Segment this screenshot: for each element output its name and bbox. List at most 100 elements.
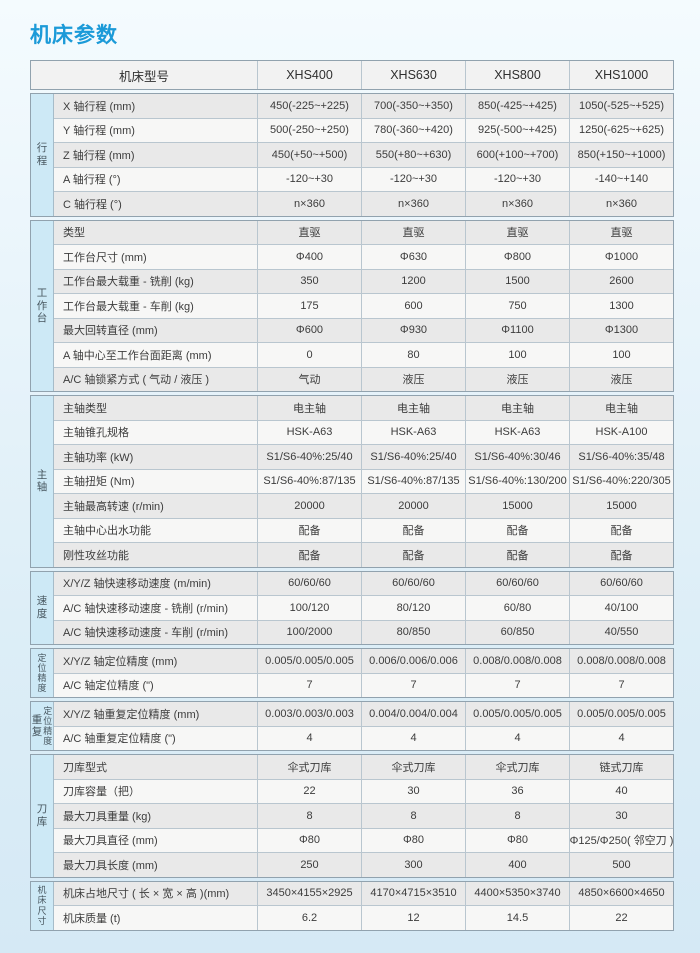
value-cell: 4 [465,726,569,750]
param-cell: X 轴行程 (mm) [63,100,136,113]
value-cell: 液压 [361,367,465,391]
table-row: 机床占地尺寸 ( 长 × 宽 × 高 )(mm) 3450×4155×2925 41… [54,881,673,905]
value-cell: 40/550 [569,620,673,644]
group-label-column: 重 复 [31,713,43,738]
param-cell: 刀库容量（把） [63,786,140,799]
value-cell: 1300 [569,294,673,318]
param-cell: Y 轴行程 (mm) [63,125,135,138]
value-cell: Φ630 [361,245,465,269]
param-cell: X/Y/Z 轴快速移动速度 (m/min) [63,578,211,591]
value-cell: -120~+30 [257,167,361,191]
group-block-2: 主 轴主轴类型 电主轴 电主轴 电主轴 电主轴 主轴锥孔规格 HSK-A63 HSK-A63 H… [30,395,674,568]
param-cell: A/C 轴重复定位精度 (") [63,733,176,746]
value-cell: 14.5 [465,906,569,930]
param-cell: 主轴类型 [63,402,107,415]
value-cell: 1200 [361,269,465,293]
group-label: 速 度 [31,571,54,644]
value-cell: 60/60/60 [361,571,465,595]
value-cell: 1500 [465,269,569,293]
value-cell: HSK-A63 [361,420,465,444]
value-cell: S1/S6-40%:130/200 [465,469,569,493]
group-label: 定 位 精 度 [31,649,54,697]
value-cell: 15000 [465,494,569,518]
value-cell: 8 [361,804,465,828]
group-label-column: 刀 库 [36,803,48,828]
value-cell: 60/60/60 [569,571,673,595]
value-cell: 8 [465,804,569,828]
param-cell: 工作台尺寸 (mm) [63,251,147,264]
value-cell: HSK-A63 [257,420,361,444]
param-cell: A/C 轴快速移动速度 - 铣削 (r/min) [63,602,228,615]
group-block-5: 重 复定 位 精 度 X/Y/Z 轴重复定位精度 (mm) 0.003/0.003/… [30,701,674,751]
value-cell: 60/60/60 [465,571,569,595]
param-cell: 最大回转直径 (mm) [63,325,158,338]
value-cell: 80 [361,343,465,367]
table-row: 工作台尺寸 (mm) Φ400 Φ630 Φ800 Φ1000 [54,244,673,269]
value-cell: 伞式刀库 [361,755,465,779]
value-cell: Φ930 [361,318,465,342]
group-label: 重 复定 位 精 度 [31,702,54,750]
value-cell: 配备 [361,518,465,542]
group-label: 主 轴 [31,396,54,567]
value-cell: Φ80 [361,828,465,852]
value-cell: Φ80 [257,828,361,852]
value-cell: 伞式刀库 [257,755,361,779]
param-cell: A/C 轴快速移动速度 - 车削 (r/min) [63,627,228,640]
value-cell: 液压 [465,367,569,391]
param-cell: X/Y/Z 轴重复定位精度 (mm) [63,708,200,721]
value-cell: 0.004/0.004/0.004 [361,702,465,726]
value-cell: 直驱 [465,220,569,244]
table-row: Y 轴行程 (mm) 500(-250~+250) 780(-360~+420) 92… [54,117,673,142]
value-cell: 0.006/0.006/0.006 [361,649,465,673]
value-cell: 0 [257,343,361,367]
value-cell: 350 [257,269,361,293]
value-cell: S1/S6-40%:25/40 [361,445,465,469]
value-cell: 直驱 [569,220,673,244]
table-row: 工作台最大载重 - 铣削 (kg) 350 1200 1500 2600 [54,268,673,293]
value-cell: 100 [569,343,673,367]
value-cell: 400 [465,853,569,877]
table-row: 最大刀具重量 (kg) 8 8 8 30 [54,803,673,828]
table-row: 刚性攻丝功能 配备 配备 配备 配备 [54,542,673,567]
param-cell: 工作台最大载重 - 铣削 (kg) [63,276,194,289]
table-row: 主轴中心出水功能 配备 配备 配备 配备 [54,517,673,542]
param-cell: A 轴行程 (°) [63,174,121,187]
value-cell: 直驱 [361,220,465,244]
value-cell: 780(-360~+420) [361,118,465,142]
value-cell: Φ1300 [569,318,673,342]
model-col-2: XHS800 [465,61,569,89]
param-cell: 主轴最高转速 (r/min) [63,500,164,513]
group-block-4: 定 位 精 度 X/Y/Z 轴定位精度 (mm) 0.005/0.005/0.005… [30,648,674,698]
value-cell: 500 [569,853,673,877]
value-cell: S1/S6-40%:220/305 [569,469,673,493]
table-row: X/Y/Z 轴定位精度 (mm) 0.005/0.005/0.005 0.006/0… [54,649,673,673]
value-cell: 配备 [257,543,361,567]
value-cell: 0.005/0.005/0.005 [465,702,569,726]
value-cell: 配备 [465,543,569,567]
value-cell: 电主轴 [569,396,673,420]
table-row: 主轴类型 电主轴 电主轴 电主轴 电主轴 [54,396,673,420]
value-cell: 450(+50~+500) [257,143,361,167]
param-cell: 主轴扭矩 (Nm) [63,476,135,489]
value-cell: 2600 [569,269,673,293]
value-cell: 750 [465,294,569,318]
value-cell: 气动 [257,367,361,391]
value-cell: 550(+80~+630) [361,143,465,167]
table-row: A 轴中心至工作台面距离 (mm) 0 80 100 100 [54,342,673,367]
value-cell: 850(-425~+425) [465,94,569,118]
value-cell: 850(+150~+1000) [569,143,673,167]
table-row: 主轴最高转速 (r/min) 20000 20000 15000 15000 [54,493,673,518]
value-cell: 60/60/60 [257,571,361,595]
value-cell: S1/S6-40%:35/48 [569,445,673,469]
model-col-3: XHS1000 [569,61,673,89]
value-cell: 7 [569,673,673,697]
param-cell: 刚性攻丝功能 [63,549,129,562]
model-col-0: XHS400 [257,61,361,89]
value-cell: HSK-A63 [465,420,569,444]
value-cell: 7 [361,673,465,697]
value-cell: S1/S6-40%:87/135 [257,469,361,493]
param-cell: Z 轴行程 (mm) [63,149,135,162]
table-row: 类型 直驱 直驱 直驱 直驱 [54,220,673,244]
value-cell: 30 [569,804,673,828]
value-cell: HSK-A100 [569,420,673,444]
